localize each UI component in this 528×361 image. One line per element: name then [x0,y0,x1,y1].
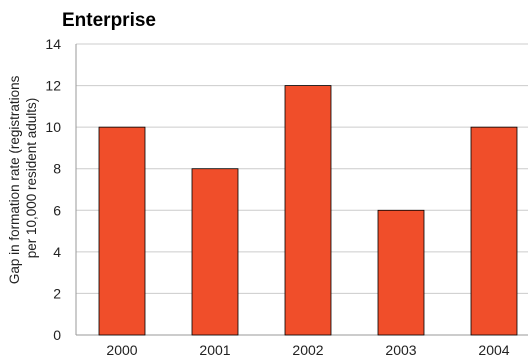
x-tick-label: 2003 [385,342,416,358]
x-tick-label: 2004 [478,342,509,358]
bar-2001 [191,168,239,336]
y-axis-label-line-1: Gap in formation rate (registrations [7,75,22,284]
chart-title: Enterprise [62,10,156,31]
y-tick-label: 6 [53,202,61,218]
y-tick-label: 8 [53,161,61,177]
bar-2003 [377,209,425,336]
x-tick-label: 2002 [292,342,323,358]
x-tick-label: 2001 [199,342,230,358]
y-tick-label: 14 [45,36,61,52]
bar-2000 [98,126,146,336]
y-tick-label: 2 [53,285,61,301]
y-tick-label: 0 [53,327,61,343]
y-tick-label: 4 [53,244,61,260]
y-axis-label-line-2: per 10,000 resident adults) [24,98,39,259]
x-tick-labels: 2000 2001 2002 2003 2004 [106,342,509,358]
bar-2002 [284,85,332,336]
bars [98,85,518,336]
bar-2004 [470,126,518,336]
y-axis-label: Gap in formation rate (registrations per… [7,72,39,284]
y-tick-labels: 0 2 4 6 8 10 12 14 [45,36,61,343]
x-tick-label: 2000 [106,342,137,358]
y-tick-label: 10 [45,119,61,135]
y-tick-label: 12 [45,78,61,94]
